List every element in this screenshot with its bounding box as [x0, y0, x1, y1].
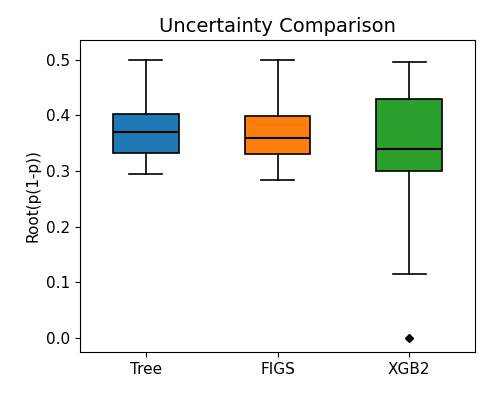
Title: Uncertainty Comparison: Uncertainty Comparison: [159, 17, 396, 36]
PathPatch shape: [244, 116, 310, 154]
PathPatch shape: [376, 98, 442, 171]
Y-axis label: Root(p(1-p)): Root(p(1-p)): [26, 150, 40, 242]
PathPatch shape: [113, 114, 178, 153]
